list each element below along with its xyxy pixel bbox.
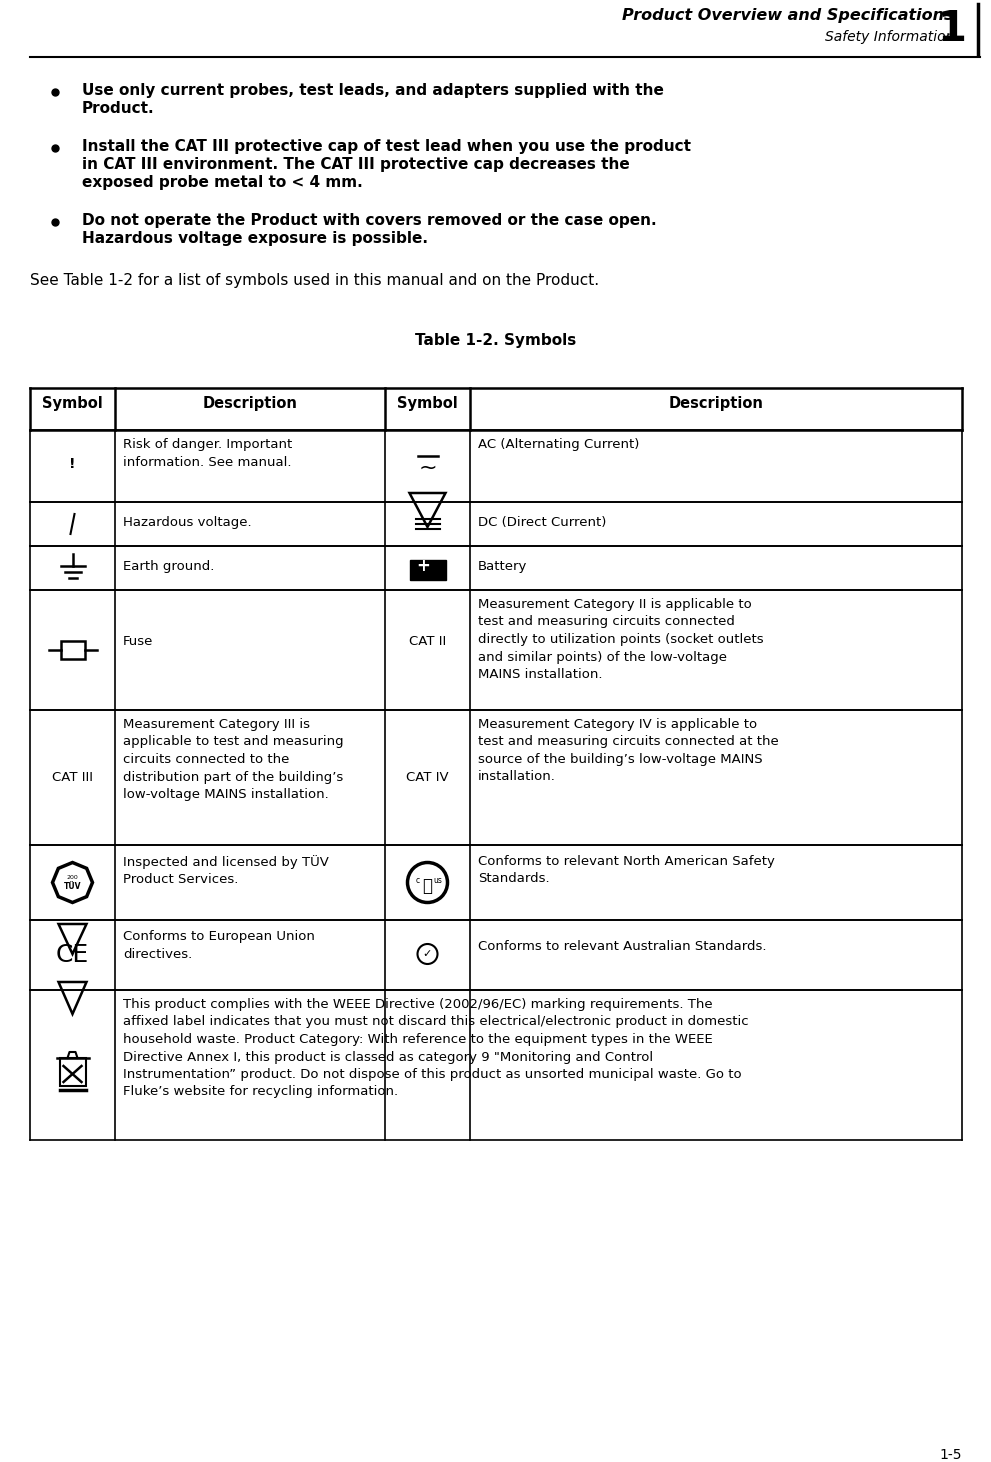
- Text: exposed probe metal to < 4 mm.: exposed probe metal to < 4 mm.: [82, 175, 363, 190]
- Text: This product complies with the WEEE Directive (2002/96/EC) marking requirements.: This product complies with the WEEE Dire…: [123, 999, 748, 1098]
- Text: CE: CE: [55, 943, 89, 966]
- Text: TÜV: TÜV: [63, 882, 81, 890]
- Text: See Table 1-2 for a list of symbols used in this manual and on the Product.: See Table 1-2 for a list of symbols used…: [30, 273, 600, 288]
- Text: Risk of danger. Important
information. See manual.: Risk of danger. Important information. S…: [123, 439, 292, 469]
- Text: Fuse: Fuse: [123, 635, 154, 648]
- Text: Description: Description: [669, 396, 763, 411]
- Text: 1: 1: [937, 7, 966, 50]
- Bar: [409, 560, 446, 580]
- Text: Product Overview and Specifications: Product Overview and Specifications: [622, 7, 954, 23]
- Text: Table 1-2. Symbols: Table 1-2. Symbols: [415, 333, 577, 348]
- Text: Symbol: Symbol: [43, 396, 103, 411]
- Text: Symbol: Symbol: [397, 396, 458, 411]
- Text: Conforms to relevant North American Safety
Standards.: Conforms to relevant North American Safe…: [478, 855, 775, 886]
- Text: us: us: [433, 876, 442, 885]
- Text: Hazardous voltage.: Hazardous voltage.: [123, 516, 252, 529]
- Text: Conforms to European Union
directives.: Conforms to European Union directives.: [123, 930, 315, 961]
- Text: Inspected and licensed by TÜV
Product Services.: Inspected and licensed by TÜV Product Se…: [123, 855, 329, 886]
- Text: ~: ~: [418, 458, 437, 478]
- Text: Install the CAT III protective cap of test lead when you use the product: Install the CAT III protective cap of te…: [82, 139, 691, 154]
- Text: Conforms to relevant Australian Standards.: Conforms to relevant Australian Standard…: [478, 940, 766, 953]
- Text: AC (Alternating Current): AC (Alternating Current): [478, 439, 639, 450]
- Text: CAT II: CAT II: [409, 635, 446, 648]
- Text: Measurement Category II is applicable to
test and measuring circuits connected
d: Measurement Category II is applicable to…: [478, 598, 764, 681]
- Text: +: +: [416, 557, 430, 575]
- Text: 1-5: 1-5: [939, 1447, 962, 1462]
- Text: CAT IV: CAT IV: [406, 770, 449, 784]
- Text: Measurement Category IV is applicable to
test and measuring circuits connected a: Measurement Category IV is applicable to…: [478, 718, 779, 784]
- Text: DC (Direct Current): DC (Direct Current): [478, 516, 606, 529]
- Text: Ⓢ: Ⓢ: [422, 877, 432, 896]
- Text: Battery: Battery: [478, 560, 527, 573]
- Text: CAT III: CAT III: [52, 770, 93, 784]
- Bar: [60, 640, 84, 659]
- Text: Product.: Product.: [82, 101, 155, 115]
- Text: !: !: [69, 458, 75, 471]
- Text: in CAT III environment. The CAT III protective cap decreases the: in CAT III environment. The CAT III prot…: [82, 156, 629, 173]
- Text: ✓: ✓: [423, 949, 432, 959]
- Text: Description: Description: [202, 396, 297, 411]
- Text: Earth ground.: Earth ground.: [123, 560, 214, 573]
- Text: 200: 200: [66, 874, 78, 880]
- Text: Hazardous voltage exposure is possible.: Hazardous voltage exposure is possible.: [82, 231, 428, 246]
- Text: Do not operate the Product with covers removed or the case open.: Do not operate the Product with covers r…: [82, 213, 657, 228]
- Bar: [59, 1058, 85, 1086]
- Text: Safety Information: Safety Information: [825, 31, 954, 44]
- Text: Use only current probes, test leads, and adapters supplied with the: Use only current probes, test leads, and…: [82, 83, 664, 98]
- Text: c: c: [415, 876, 419, 885]
- Text: Measurement Category III is
applicable to test and measuring
circuits connected : Measurement Category III is applicable t…: [123, 718, 344, 801]
